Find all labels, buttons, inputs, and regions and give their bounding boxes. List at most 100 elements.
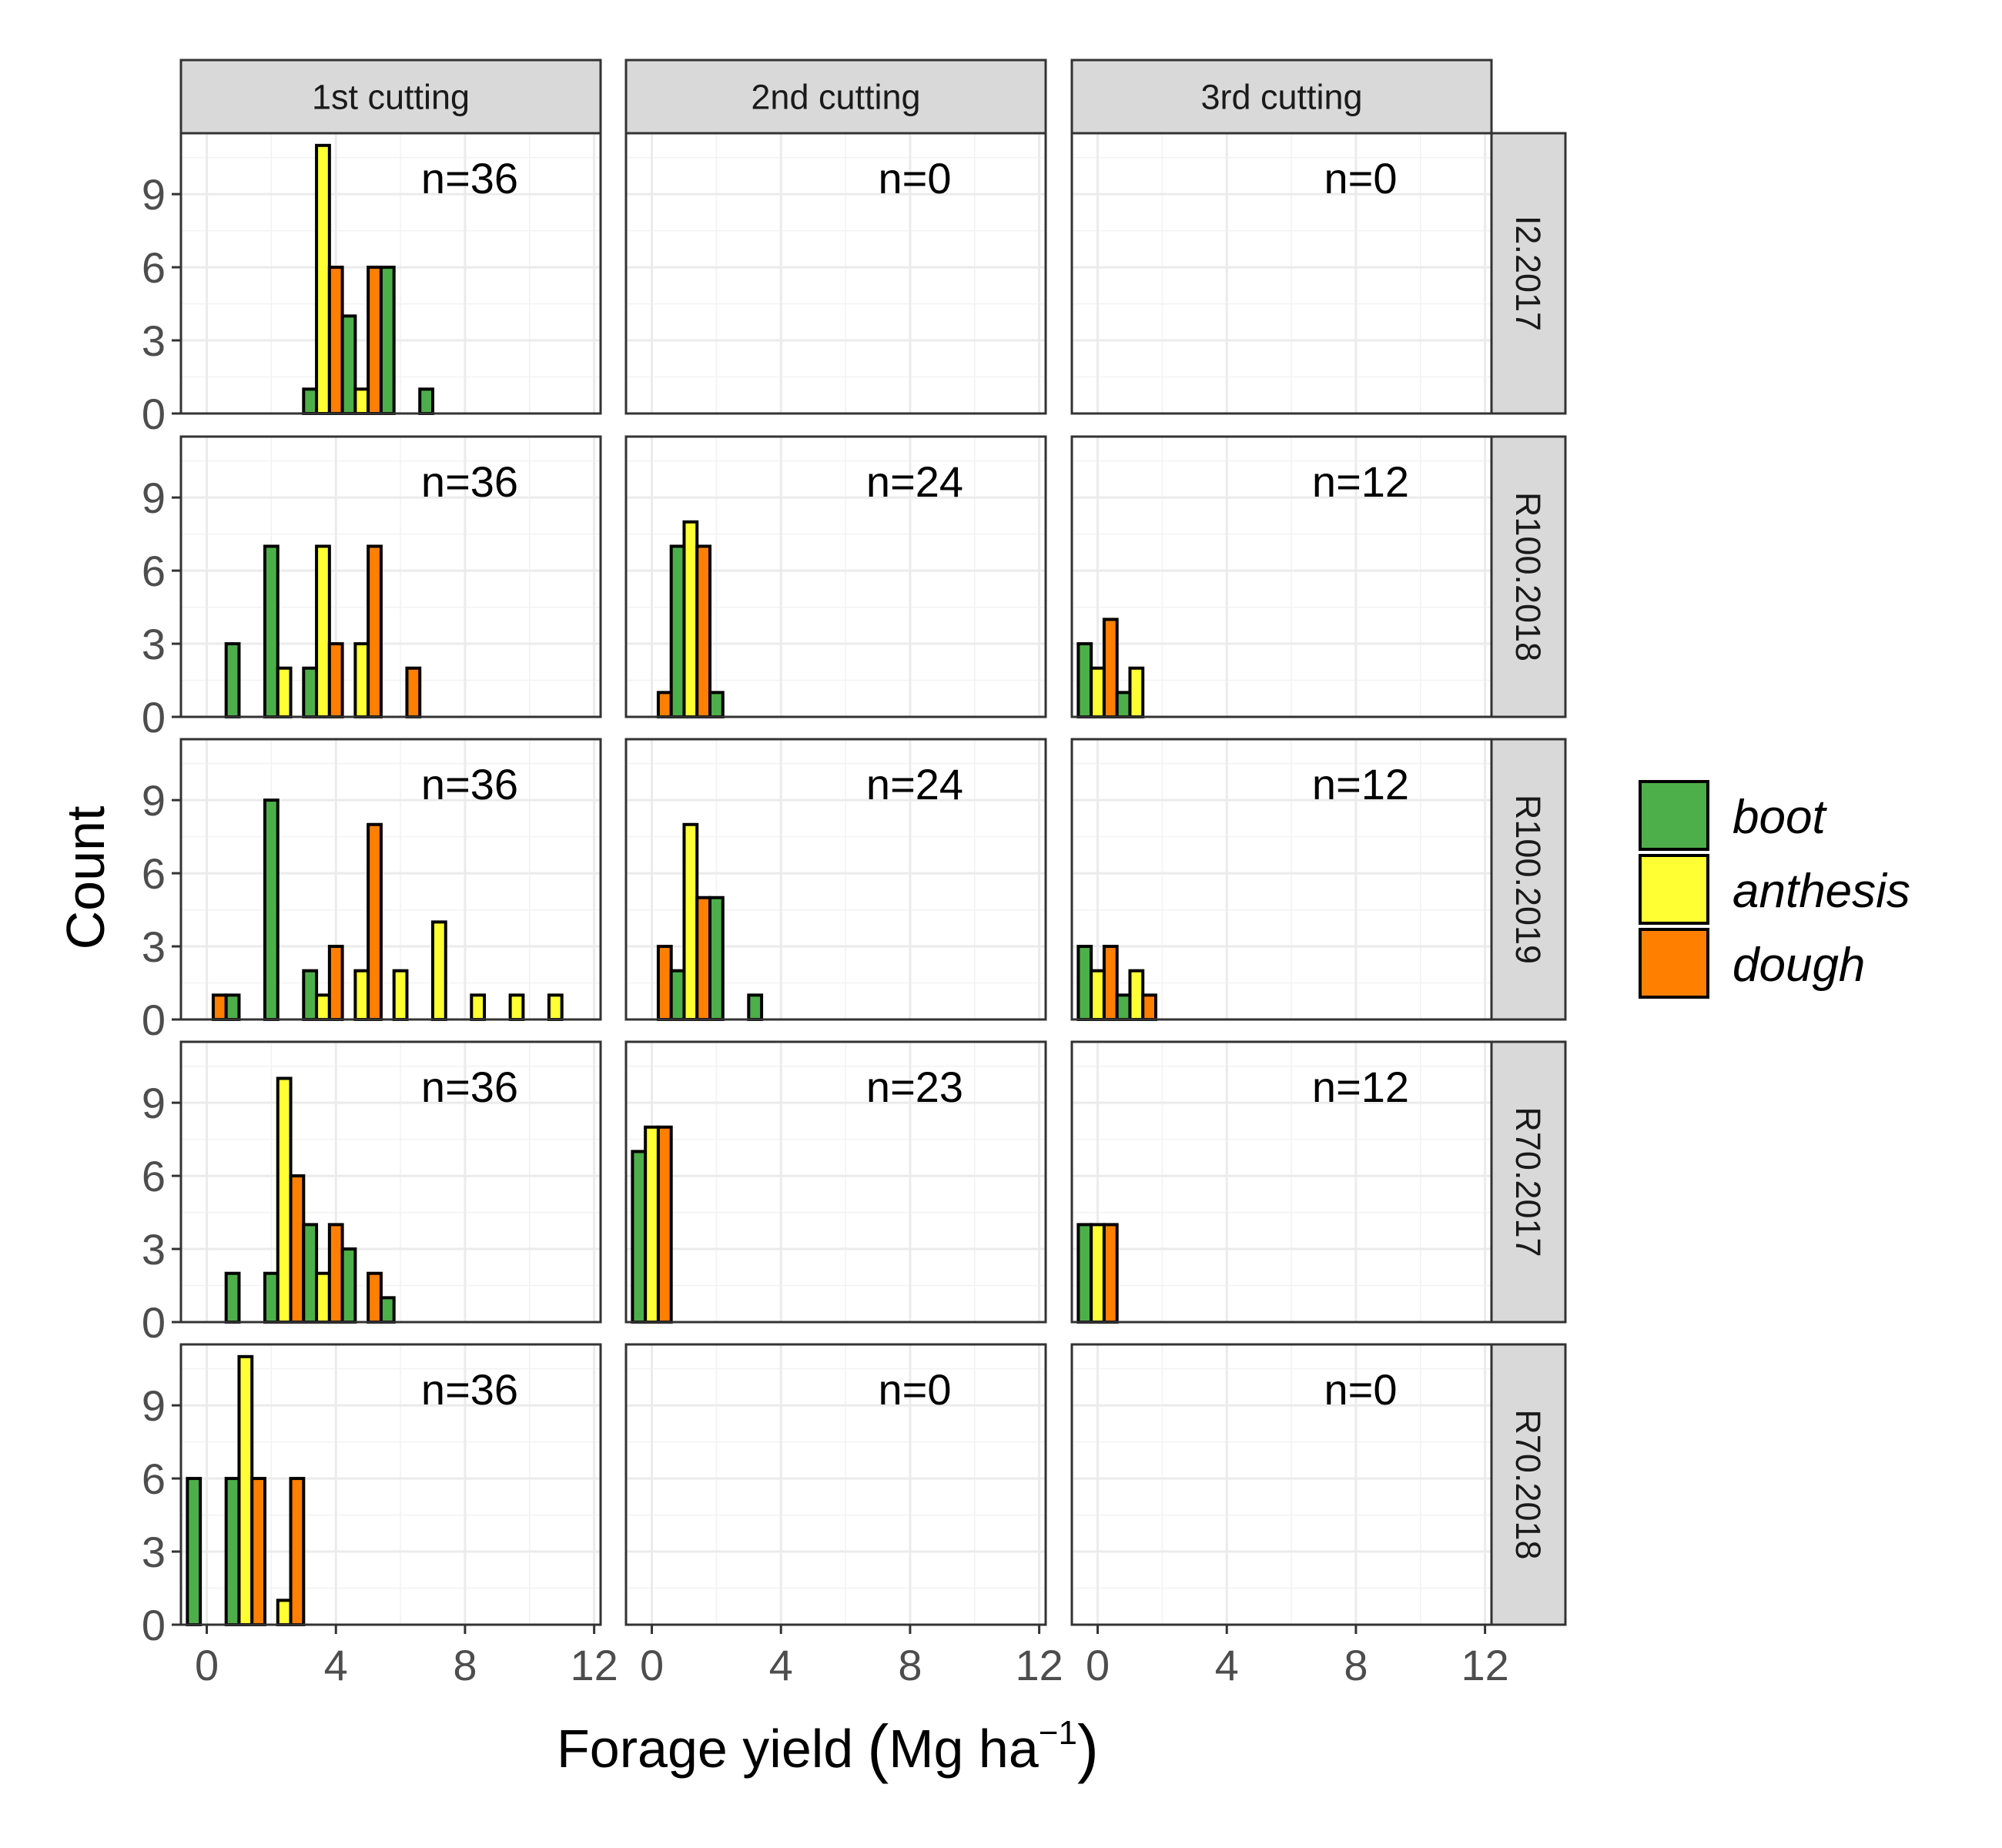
histogram-bar-dough bbox=[327, 945, 344, 1021]
x-tick-label: 8 bbox=[453, 1641, 477, 1689]
panel: n=24 bbox=[624, 738, 1047, 1022]
panel-background bbox=[181, 1042, 601, 1322]
panel: n=0 bbox=[624, 132, 1047, 415]
panel-border bbox=[624, 738, 1047, 1021]
histogram-bar-dough bbox=[367, 544, 383, 718]
y-tick-label: 3 bbox=[142, 1528, 166, 1576]
histogram-bar-boot bbox=[379, 266, 396, 415]
histogram-bar-dough bbox=[327, 266, 344, 415]
y-tick-label: 6 bbox=[142, 1152, 166, 1200]
panel: n=12 bbox=[1070, 738, 1493, 1022]
histogram-bar-boot bbox=[669, 969, 686, 1022]
histogram-bar-boot bbox=[186, 1477, 203, 1626]
sample-size-label: n=12 bbox=[1312, 1063, 1409, 1111]
row-strip-label: R100.2018 bbox=[1508, 492, 1548, 661]
sample-size-label: n=24 bbox=[866, 457, 963, 506]
y-tick-label: 6 bbox=[142, 849, 166, 898]
y-tick-label: 6 bbox=[142, 243, 166, 292]
x-tick-label: 12 bbox=[570, 1641, 618, 1689]
histogram-bar-boot bbox=[302, 387, 319, 416]
sample-size-label: n=0 bbox=[1324, 1365, 1398, 1414]
y-tick-label: 3 bbox=[142, 922, 166, 971]
panel-border bbox=[179, 1343, 602, 1626]
y-axis-title: Count bbox=[55, 806, 116, 950]
sample-size-label: n=12 bbox=[1312, 457, 1409, 506]
sample-size-label: n=0 bbox=[1324, 154, 1398, 203]
histogram-bar-dough bbox=[405, 666, 422, 719]
histogram-bar-anthesis bbox=[644, 1125, 660, 1324]
histogram-bar-dough bbox=[1102, 618, 1119, 718]
histogram-bar-anthesis bbox=[1128, 666, 1145, 719]
histogram-bar-anthesis bbox=[682, 822, 699, 1021]
y-tick-label: 9 bbox=[142, 474, 166, 522]
y-tick-label: 0 bbox=[142, 1601, 166, 1649]
column-strip bbox=[624, 59, 1047, 135]
histogram-bar-anthesis bbox=[431, 920, 447, 1022]
histogram-bar-boot bbox=[224, 642, 241, 718]
histogram-bar-anthesis bbox=[353, 969, 370, 1022]
panel: n=36 bbox=[179, 1040, 602, 1324]
panel-border bbox=[179, 1040, 602, 1324]
panel: n=12 bbox=[1070, 1040, 1493, 1324]
histogram-bar-boot bbox=[224, 1271, 241, 1324]
x-tick-label: 0 bbox=[640, 1641, 664, 1689]
histogram-bar-anthesis bbox=[315, 544, 331, 718]
x-tick-label: 0 bbox=[195, 1641, 219, 1689]
y-tick-label: 0 bbox=[142, 996, 166, 1044]
strips-layer: 1st cutting 2nd cutting 3rd cutting I2.2017… bbox=[179, 59, 1567, 1626]
histogram-bar-anthesis bbox=[353, 387, 370, 416]
legend-label-dough: dough bbox=[1732, 939, 1865, 992]
histogram-bar-boot bbox=[1115, 993, 1132, 1021]
sample-size-label: n=36 bbox=[421, 457, 518, 506]
sample-size-label: n=36 bbox=[421, 1365, 518, 1414]
row-strip-label: R70.2018 bbox=[1508, 1409, 1548, 1559]
histogram-bar-anthesis bbox=[1090, 969, 1106, 1022]
histogram-bar-boot bbox=[263, 544, 280, 718]
y-tick-label: 3 bbox=[142, 620, 166, 668]
row-strip bbox=[1490, 1343, 1567, 1626]
panel: n=36 bbox=[179, 435, 602, 719]
histogram-bar-anthesis bbox=[682, 520, 699, 718]
histogram-bar-boot bbox=[224, 993, 241, 1021]
histogram-bar-dough bbox=[656, 691, 673, 719]
histogram-bar-dough bbox=[656, 945, 673, 1021]
panel-background bbox=[626, 1042, 1046, 1322]
sample-size-label: n=23 bbox=[866, 1063, 963, 1111]
histogram-bar-boot bbox=[302, 666, 319, 719]
y-tick-label: 6 bbox=[142, 547, 166, 595]
histogram-bar-dough bbox=[1102, 945, 1119, 1021]
histogram-bar-boot bbox=[631, 1150, 648, 1324]
x-axis-title-text: Forage yield bbox=[557, 1719, 853, 1779]
sample-size-label: n=0 bbox=[879, 1365, 952, 1414]
panel: n=23 bbox=[624, 1040, 1047, 1324]
panel-background bbox=[181, 739, 601, 1019]
legend-label-boot: boot bbox=[1732, 791, 1827, 844]
column-strip bbox=[1070, 59, 1493, 135]
histogram-bar-dough bbox=[211, 993, 228, 1021]
row-strip bbox=[1490, 132, 1567, 415]
panel-background bbox=[1072, 1344, 1491, 1625]
panel-background bbox=[1072, 133, 1491, 413]
histogram-bar-dough bbox=[289, 1174, 306, 1324]
y-tick-label: 9 bbox=[142, 1079, 166, 1127]
x-axis-unit: Mg ha bbox=[889, 1719, 1039, 1779]
histogram-bar-dough bbox=[1102, 1223, 1119, 1324]
row-strip-label: R70.2017 bbox=[1508, 1106, 1548, 1257]
histogram-bar-boot bbox=[340, 1247, 357, 1324]
histogram-bar-boot bbox=[1076, 945, 1093, 1021]
sample-size-label: n=36 bbox=[421, 154, 518, 203]
panel: n=12 bbox=[1070, 435, 1493, 719]
panel-border bbox=[624, 435, 1047, 718]
histogram-bar-anthesis bbox=[392, 969, 409, 1022]
histogram-bar-dough bbox=[367, 266, 383, 415]
histogram-bar-anthesis bbox=[276, 1599, 293, 1627]
histogram-bar-anthesis bbox=[1128, 969, 1145, 1022]
legend-key-dough bbox=[1639, 928, 1709, 999]
histogram-bar-anthesis bbox=[237, 1354, 254, 1626]
panel: n=0 bbox=[624, 1343, 1047, 1626]
sample-size-label: n=12 bbox=[1312, 760, 1409, 808]
legend-label-anthesis: anthesis bbox=[1732, 865, 1910, 918]
histogram-bar-dough bbox=[327, 1223, 344, 1324]
panel-background bbox=[626, 133, 1046, 413]
